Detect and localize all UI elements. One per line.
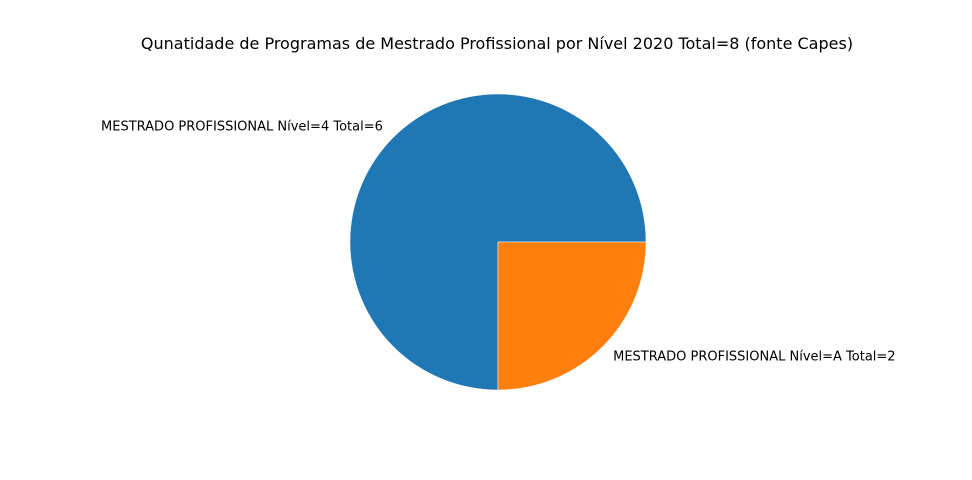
pie-slice-label-2: MESTRADO PROFISSIONAL Nível=A Total=2 <box>613 350 895 365</box>
chart-title: Qunatidade de Programas de Mestrado Prof… <box>141 34 853 53</box>
pie-slice-label-1: MESTRADO PROFISSIONAL Nível=4 Total=6 <box>101 119 383 134</box>
pie-labels: MESTRADO PROFISSIONAL Nível=4 Total=6 MES… <box>101 119 896 364</box>
pie-slices <box>349 93 647 391</box>
pie-slice-2 <box>497 241 647 391</box>
